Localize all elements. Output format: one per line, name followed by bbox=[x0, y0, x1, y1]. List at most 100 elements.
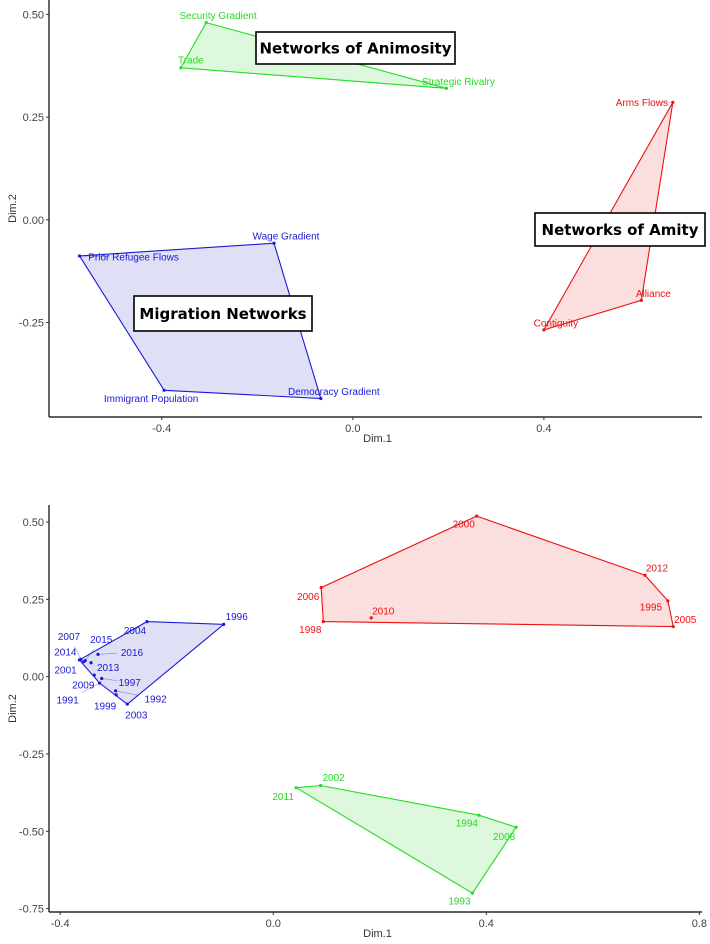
data-point bbox=[475, 514, 479, 518]
point-label: 2016 bbox=[121, 648, 144, 659]
label-leader-line bbox=[115, 690, 138, 696]
data-point bbox=[671, 624, 675, 629]
data-point bbox=[321, 619, 325, 624]
data-point bbox=[96, 652, 100, 656]
y-axis-title: Dim.2 bbox=[7, 194, 19, 223]
point-label: 1991 bbox=[56, 696, 79, 707]
x-tick-label: -0.4 bbox=[152, 423, 171, 435]
annotation-box bbox=[255, 31, 456, 65]
annotation-label: Networks of Amity bbox=[542, 221, 699, 239]
y-tick-label: 0.00 bbox=[23, 215, 44, 227]
label-leader-line bbox=[97, 652, 117, 655]
data-point bbox=[671, 100, 675, 104]
data-point bbox=[77, 254, 82, 258]
data-point bbox=[113, 689, 118, 693]
data-point bbox=[125, 702, 129, 706]
y-tick-label: 0.50 bbox=[23, 9, 44, 21]
point-label: 1998 bbox=[299, 625, 322, 636]
data-point bbox=[204, 20, 208, 25]
point-label: 1993 bbox=[448, 897, 471, 908]
label-leader-line bbox=[74, 646, 82, 660]
data-point bbox=[444, 86, 449, 90]
data-point bbox=[114, 693, 118, 697]
data-point bbox=[97, 681, 102, 685]
point-label: Arms Flows bbox=[616, 98, 668, 109]
data-point bbox=[294, 786, 298, 790]
label-leader-line bbox=[79, 255, 110, 257]
point-label: 2005 bbox=[674, 615, 697, 626]
point-label: 2007 bbox=[58, 632, 81, 643]
data-point bbox=[222, 622, 226, 626]
point-label: 2012 bbox=[646, 564, 669, 575]
point-label: 2015 bbox=[90, 635, 113, 646]
point-label: Security Gradient bbox=[180, 11, 257, 22]
data-point bbox=[100, 676, 104, 681]
point-label: Immigrant Population bbox=[104, 394, 199, 405]
y-tick-label: 0.25 bbox=[23, 594, 44, 606]
point-label: 2001 bbox=[54, 665, 77, 676]
point-label: 2006 bbox=[297, 592, 320, 603]
x-tick-label: 0.0 bbox=[266, 918, 281, 930]
x-tick-label: 0.4 bbox=[479, 918, 494, 930]
data-point bbox=[145, 619, 149, 624]
data-point bbox=[162, 388, 166, 392]
data-point bbox=[92, 673, 96, 677]
x-tick-label: 0.0 bbox=[345, 423, 360, 435]
x-tick-label: 0.4 bbox=[536, 423, 551, 435]
chart-panel-1: -0.4 0.0 0.4 -0.25 0.00 0.25 0.50 Dim.1 Dim.2 Sec… bbox=[7, 0, 706, 445]
point-label: 2002 bbox=[323, 773, 346, 784]
point-label: Contiguity bbox=[534, 318, 578, 329]
chart-panel-2: -0.4 0.0 0.4 0.8 -0.75 -0.50 -0.25 0.00 0.25 0.50… bbox=[7, 505, 707, 940]
data-point bbox=[319, 783, 323, 788]
y-axis-title: Dim.2 bbox=[7, 694, 19, 723]
data-point bbox=[179, 66, 183, 70]
data-point bbox=[319, 585, 323, 590]
y-tick-label: -0.25 bbox=[19, 749, 44, 761]
point-label: 2009 bbox=[72, 681, 95, 692]
point-label: 2008 bbox=[493, 832, 516, 843]
data-point bbox=[639, 298, 643, 302]
point-label: Strategic Rivalry bbox=[422, 77, 495, 88]
data-point bbox=[643, 573, 647, 577]
y-tick-label: -0.25 bbox=[19, 318, 44, 330]
data-point bbox=[319, 396, 323, 401]
y-tick-label: -0.50 bbox=[19, 826, 44, 838]
x-axis-title: Dim.1 bbox=[363, 433, 392, 445]
x-tick-label: -0.4 bbox=[51, 918, 70, 930]
annotation-label: Migration Networks bbox=[139, 305, 306, 323]
data-point bbox=[89, 661, 93, 665]
point-label: Trade bbox=[178, 55, 204, 66]
point-label: 1995 bbox=[640, 602, 663, 613]
y-tick-label: -0.75 bbox=[19, 904, 44, 916]
point-label: 1996 bbox=[226, 612, 249, 623]
point-label: Wage Gradient bbox=[253, 232, 320, 243]
data-point bbox=[77, 658, 81, 662]
point-label: Democracy Gradient bbox=[288, 387, 380, 398]
cluster-hull bbox=[78, 621, 226, 705]
annotation-label: Networks of Animosity bbox=[259, 40, 451, 58]
x-tick-label: 0.8 bbox=[692, 918, 707, 930]
y-tick-label: 0.25 bbox=[23, 112, 44, 124]
point-label: Alliance bbox=[636, 289, 671, 300]
y-tick-label: 0.00 bbox=[23, 672, 44, 684]
point-label: 1999 bbox=[94, 701, 117, 712]
data-point bbox=[477, 813, 481, 817]
data-point bbox=[514, 825, 518, 829]
annotation-box bbox=[133, 295, 313, 332]
point-label: 2011 bbox=[272, 792, 294, 803]
point-label: 1994 bbox=[456, 819, 479, 830]
point-label: 2000 bbox=[453, 520, 476, 531]
point-label: 2014 bbox=[54, 647, 77, 658]
point-label: Prior Refugee Flows bbox=[88, 252, 179, 263]
point-label: 2004 bbox=[124, 626, 147, 637]
label-leader-line bbox=[101, 678, 118, 682]
point-label: 2013 bbox=[97, 663, 120, 674]
cluster-hull bbox=[294, 784, 517, 894]
data-point bbox=[369, 616, 373, 620]
annotation-box bbox=[534, 212, 706, 247]
y-tick-label: 0.50 bbox=[23, 517, 44, 529]
data-point bbox=[83, 658, 87, 663]
label-leader-line bbox=[84, 648, 95, 661]
label-leader-line bbox=[81, 682, 100, 693]
